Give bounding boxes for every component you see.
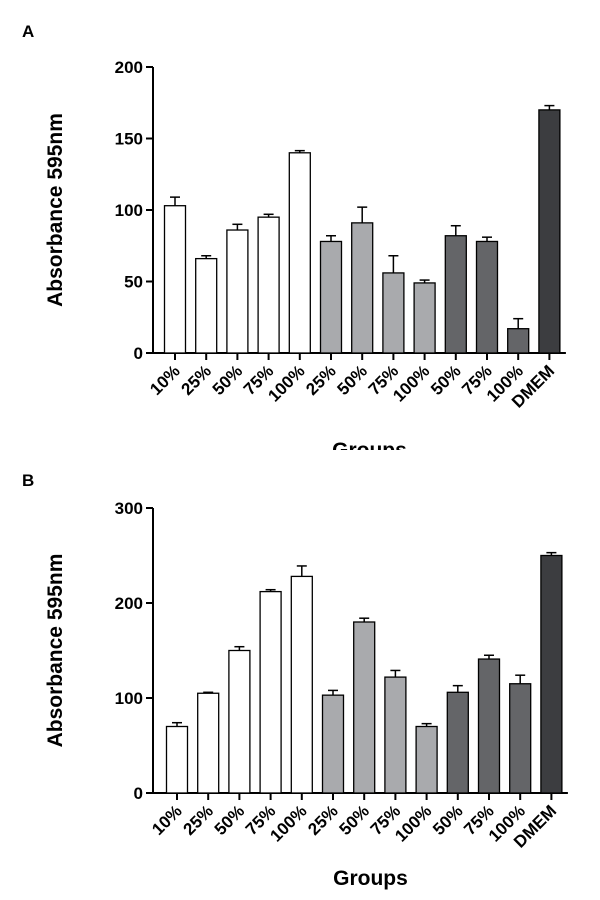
y-tick-label: 200 <box>115 58 143 77</box>
panel-letter-b: B <box>22 471 35 490</box>
bar <box>257 216 280 354</box>
x-category-label: 100% <box>264 361 308 405</box>
x-category-label: 50% <box>209 361 246 398</box>
x-category-label: 10% <box>146 361 183 398</box>
bar <box>321 694 345 794</box>
bar <box>446 691 469 794</box>
bar <box>259 590 282 794</box>
bar <box>384 676 407 794</box>
x-category-label: 10% <box>148 801 185 838</box>
x-category-label: 50% <box>336 801 373 838</box>
bar <box>507 328 530 354</box>
bar <box>540 554 563 794</box>
x-category-label: 100% <box>389 361 433 405</box>
chart-panel-a: 05010015020010%25%50%75%100%25%50%75%100… <box>44 58 566 450</box>
y-tick-label: 300 <box>115 499 143 518</box>
bar <box>509 683 532 794</box>
bar <box>413 282 436 354</box>
bar <box>288 152 311 354</box>
y-axis-title: Absorbance 595nm <box>44 554 67 748</box>
bar <box>319 240 343 354</box>
x-category-label: 50% <box>211 801 248 838</box>
x-category-label: 50% <box>334 361 371 398</box>
x-category-label: 25% <box>178 361 215 398</box>
x-axis-title: Groups <box>333 867 408 890</box>
x-category-label: 100% <box>391 801 435 845</box>
y-tick-label: 100 <box>115 689 143 708</box>
bar <box>195 257 218 354</box>
bar <box>290 575 313 794</box>
x-category-label: 25% <box>302 361 339 398</box>
chart-panel-b: 010020030010%25%50%75%100%25%50%75%100%5… <box>44 499 568 890</box>
y-axis-title: Absorbance 595nm <box>44 113 67 307</box>
x-category-label: 25% <box>304 801 341 838</box>
y-tick-label: 200 <box>115 594 143 613</box>
bar <box>415 725 438 794</box>
x-axis-title: Groups <box>332 439 407 450</box>
x-category-label: 25% <box>180 801 217 838</box>
x-category-label: 50% <box>427 361 464 398</box>
bar <box>538 109 561 354</box>
x-category-label: 100% <box>266 801 310 845</box>
bar <box>165 725 189 794</box>
bar <box>226 229 249 354</box>
y-tick-label: 150 <box>115 130 143 149</box>
bar <box>197 692 220 794</box>
y-tick-label: 50 <box>124 273 143 292</box>
panel-letter-a: A <box>22 22 35 41</box>
bar <box>444 235 467 354</box>
bar <box>228 649 251 794</box>
bar <box>353 621 376 794</box>
bar <box>163 205 187 354</box>
x-category-label: 50% <box>429 801 466 838</box>
bar <box>477 658 501 794</box>
y-tick-label: 0 <box>134 784 143 803</box>
y-tick-label: 0 <box>134 344 143 363</box>
bar <box>382 272 405 354</box>
y-tick-label: 100 <box>115 201 143 220</box>
bar <box>351 222 374 354</box>
bar <box>475 240 499 354</box>
